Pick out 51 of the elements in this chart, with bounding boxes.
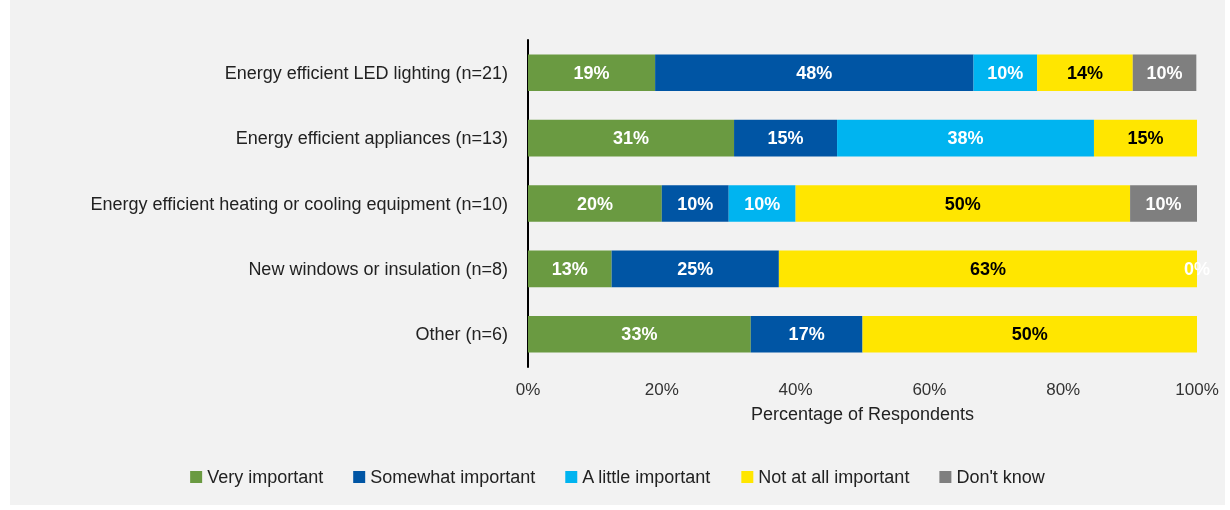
x-tick-label: 80% xyxy=(1046,380,1081,399)
bar xyxy=(611,250,779,288)
bar xyxy=(795,185,1131,222)
legend-label: Somewhat important xyxy=(370,467,536,487)
legend-label: Don't know xyxy=(956,467,1046,487)
data-label: 38% xyxy=(947,128,984,149)
bar xyxy=(528,54,656,92)
bar xyxy=(528,119,735,157)
data-label: 10% xyxy=(677,193,714,214)
y-tick-label: Other (n=6) xyxy=(415,324,508,345)
bar xyxy=(528,185,662,222)
legend-label: Not at all important xyxy=(758,467,910,487)
bar xyxy=(837,119,1094,157)
bar xyxy=(655,54,974,92)
bar xyxy=(862,315,1197,353)
data-label: 15% xyxy=(767,128,804,149)
bar xyxy=(1093,119,1197,157)
x-tick-label: 100% xyxy=(1175,380,1219,399)
x-tick-label: 40% xyxy=(778,380,813,399)
x-tick-label: 20% xyxy=(644,380,679,399)
data-label: 31% xyxy=(613,128,650,149)
legend-label: A little important xyxy=(582,467,711,487)
x-tick-label: 60% xyxy=(912,380,947,399)
data-label: 50% xyxy=(944,193,981,214)
y-tick-label: Energy efficient LED lighting (n=21) xyxy=(224,62,508,83)
y-tick-label: New windows or insulation (n=8) xyxy=(248,258,508,279)
legend-label: Very important xyxy=(207,467,324,487)
bar xyxy=(528,315,751,353)
data-label: 15% xyxy=(1127,128,1164,149)
data-label: 33% xyxy=(621,324,658,345)
data-label: 13% xyxy=(551,258,588,279)
data-label: 50% xyxy=(1011,324,1048,345)
bar xyxy=(1037,54,1133,92)
data-label: 63% xyxy=(969,258,1006,279)
data-label: 0% xyxy=(1183,258,1211,279)
data-label: 48% xyxy=(796,62,833,83)
data-label: 19% xyxy=(573,62,610,83)
x-axis-title: Percentage of Respondents xyxy=(750,404,975,424)
data-label: 14% xyxy=(1066,62,1103,83)
y-tick-label: Energy efficient appliances (n=13) xyxy=(235,128,508,149)
data-label: 10% xyxy=(987,62,1024,83)
bar xyxy=(734,119,838,157)
data-label: 10% xyxy=(1146,62,1183,83)
data-label: 20% xyxy=(576,193,613,214)
bar xyxy=(750,315,863,353)
data-label: 10% xyxy=(744,193,781,214)
y-tick-label: Energy efficient heating or cooling equipment (n=10) xyxy=(90,193,508,214)
data-label: 25% xyxy=(677,258,714,279)
x-tick-label: 0% xyxy=(515,380,541,399)
data-label: 17% xyxy=(788,324,825,345)
data-label: 10% xyxy=(1145,193,1182,214)
